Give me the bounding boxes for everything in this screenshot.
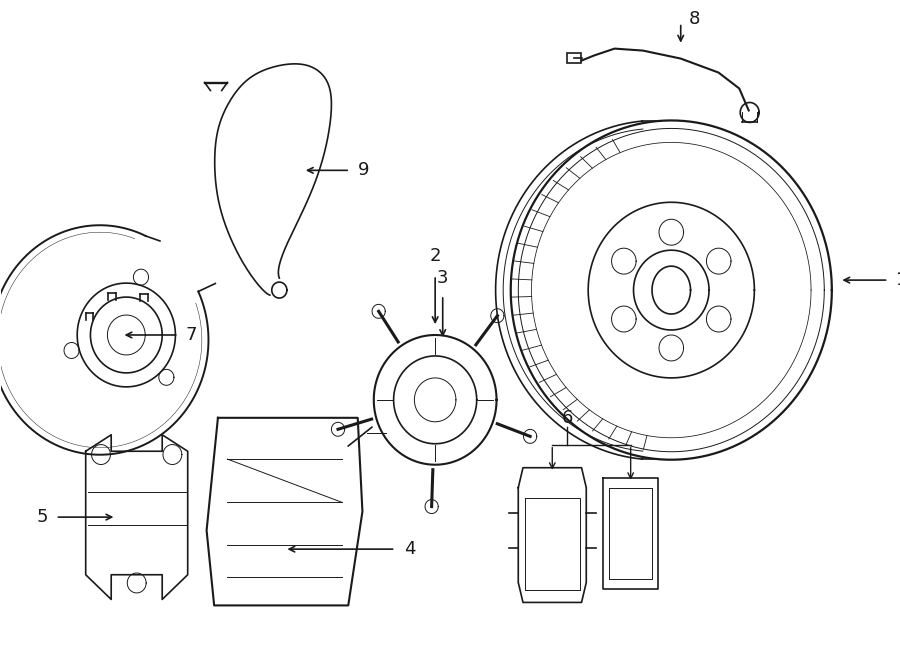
Text: 3: 3 xyxy=(437,269,448,287)
Text: 1: 1 xyxy=(896,271,900,289)
Text: 6: 6 xyxy=(562,408,573,427)
Text: 7: 7 xyxy=(185,326,197,344)
Text: 8: 8 xyxy=(688,10,699,28)
Bar xyxy=(567,53,580,63)
Text: 2: 2 xyxy=(429,247,441,265)
Text: 4: 4 xyxy=(404,540,416,558)
Text: 5: 5 xyxy=(36,508,48,526)
Text: 9: 9 xyxy=(357,161,369,179)
